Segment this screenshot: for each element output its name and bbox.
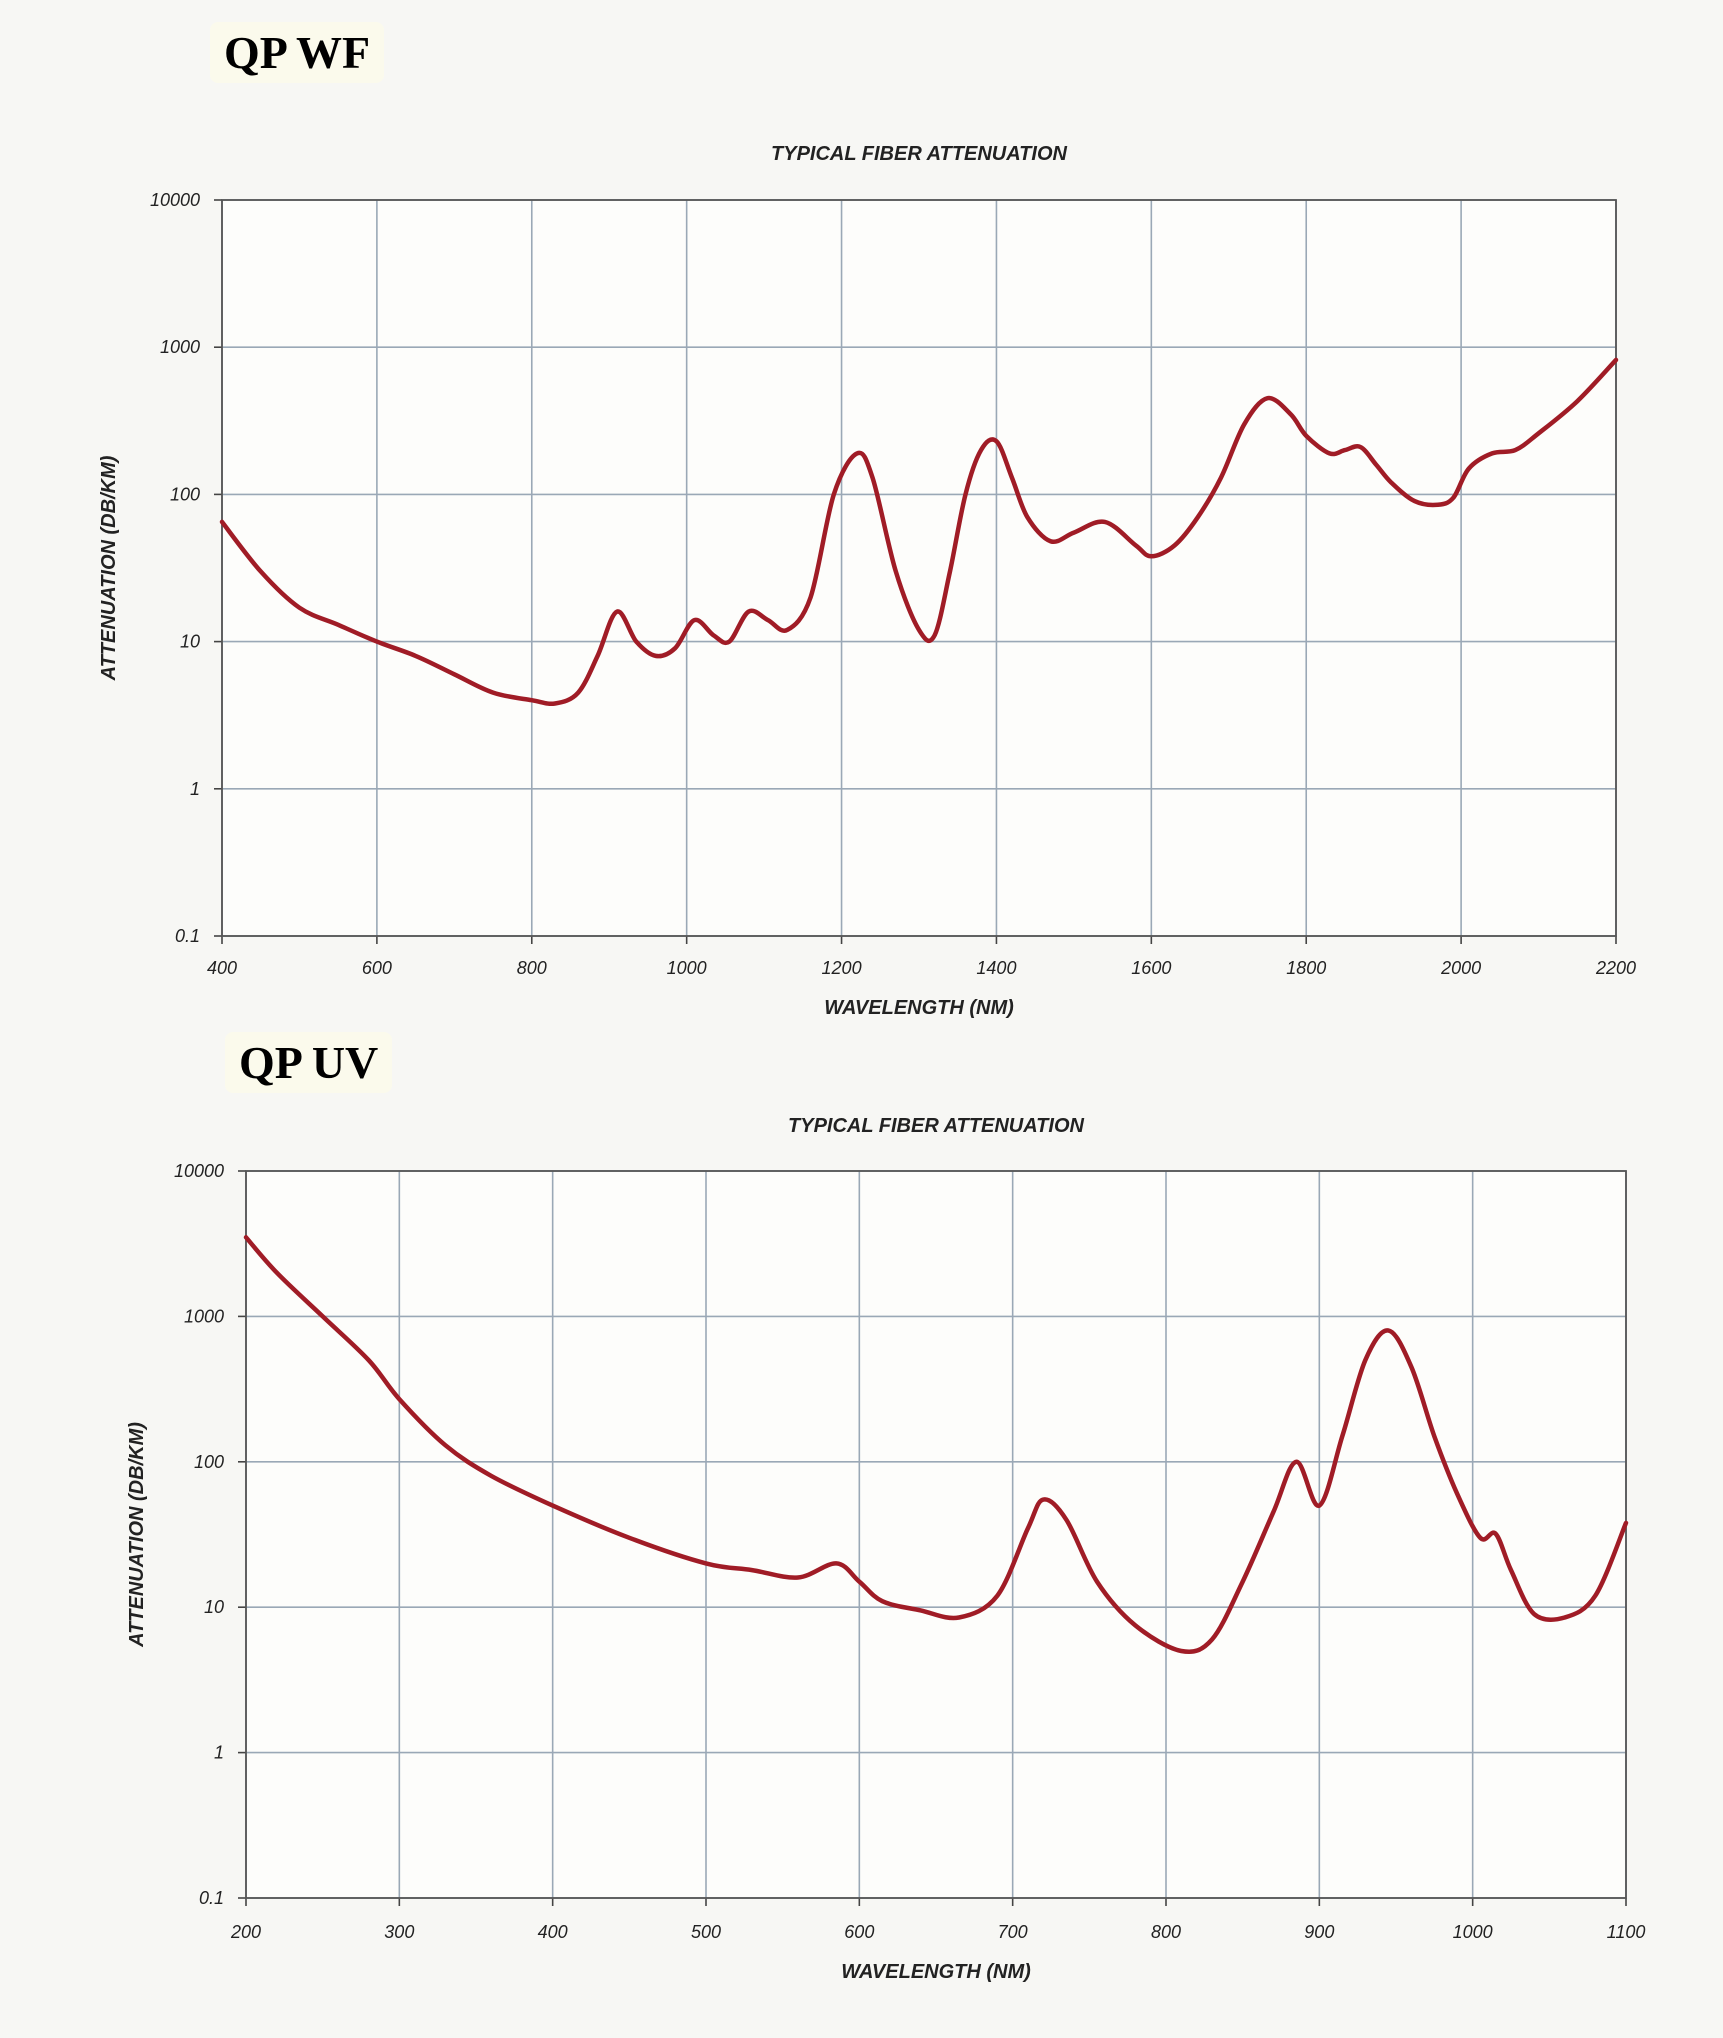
chart-2: 200 300 400 500 600 700 800 900 1000 1100 0.1 1 10 10… <box>126 1115 1645 1983</box>
y-tick-label: 100 <box>194 1452 224 1472</box>
x-tick-label: 200 <box>230 1922 261 1942</box>
x-tick-label: 400 <box>538 1922 568 1942</box>
section-heading-uv: QP UV <box>225 1032 393 1093</box>
x-tick-label: 300 <box>384 1922 414 1942</box>
x-tick-label: 800 <box>517 958 547 978</box>
section-heading-wf: QP WF <box>210 22 385 83</box>
y-tick-label: 10 <box>204 1597 224 1617</box>
y-axis-label: ATTENUATION (DB/KM) <box>98 455 120 681</box>
x-tick-label: 1100 <box>1607 1922 1646 1942</box>
x-tick-label: 1000 <box>667 958 707 978</box>
x-tick-label: 1000 <box>1453 1922 1493 1942</box>
x-tick-label: 800 <box>1151 1922 1181 1942</box>
y-tick-label: 10 <box>180 632 200 652</box>
x-axis-label: WAVELENGTH (NM) <box>841 1961 1031 1983</box>
attenuation-curve <box>243 1235 1629 1655</box>
x-tick-label: 2200 <box>1595 958 1636 978</box>
plot-area <box>246 1171 1626 1898</box>
x-tick-label: 900 <box>1304 1922 1334 1942</box>
x-tick-label: 1200 <box>822 958 862 978</box>
attenuation-curve <box>219 357 1619 707</box>
y-tick-label: 0.1 <box>175 926 200 946</box>
chart-1: 400 600 800 1000 1200 1400 1600 1800 2000 2200 0.1… <box>98 143 1636 1019</box>
x-tick-label: 400 <box>207 958 237 978</box>
x-tick-label: 1800 <box>1286 958 1326 978</box>
x-tick-label: 1400 <box>976 958 1016 978</box>
x-tick-label: 600 <box>362 958 392 978</box>
plot-frame <box>221 199 1617 937</box>
y-tick-label: 100 <box>170 484 200 504</box>
x-axis-label: WAVELENGTH (NM) <box>824 997 1014 1019</box>
y-tick-label: 10000 <box>174 1161 224 1181</box>
y-tick-label: 0.1 <box>199 1888 224 1908</box>
x-tick-label: 2000 <box>1440 958 1481 978</box>
y-tick-label: 1 <box>214 1743 224 1763</box>
chart-title: TYPICAL FIBER ATTENUATION <box>788 1115 1084 1137</box>
y-tick-label: 10000 <box>150 190 200 210</box>
y-tick-label: 1 <box>190 779 200 799</box>
chart-title: TYPICAL FIBER ATTENUATION <box>771 143 1067 165</box>
y-tick-label: 1000 <box>184 1306 224 1326</box>
x-tick-label: 700 <box>998 1922 1028 1942</box>
y-axis-label: ATTENUATION (DB/KM) <box>126 1422 148 1648</box>
plot-frame <box>245 1170 1627 1899</box>
x-tick-label: 1600 <box>1131 958 1171 978</box>
plot-area <box>222 200 1616 936</box>
x-tick-label: 500 <box>691 1922 721 1942</box>
x-tick-label: 600 <box>844 1922 874 1942</box>
y-tick-label: 1000 <box>160 337 200 357</box>
